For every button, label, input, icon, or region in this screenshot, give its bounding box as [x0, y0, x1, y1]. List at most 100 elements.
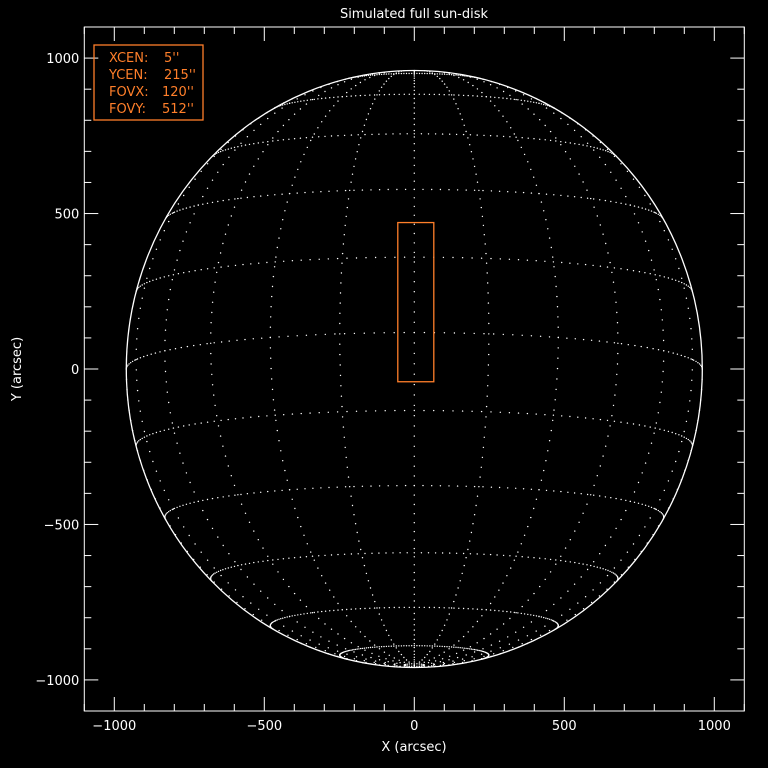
- longitude-line-dot: [538, 489, 540, 491]
- longitude-line-dot: [257, 158, 259, 160]
- longitude-line-dot: [553, 266, 555, 268]
- latitude-line-dot: [278, 618, 280, 620]
- longitude-line-dot: [462, 635, 465, 638]
- latitude-line-dot: [393, 645, 395, 647]
- latitude-line-dot: [222, 150, 224, 152]
- longitude-line-dot: [487, 385, 489, 387]
- longitude-line-dot: [517, 639, 520, 641]
- longitude-line-dot: [423, 661, 425, 663]
- latitude-line-dot: [361, 485, 364, 487]
- latitude-line-dot: [489, 553, 492, 556]
- longitude-line-dot: [413, 242, 415, 244]
- longitude-line-dot: [388, 77, 390, 80]
- longitude-line-dot: [333, 596, 335, 598]
- longitude-line-dot: [345, 456, 347, 459]
- chart-title: Simulated full sun-disk: [340, 7, 489, 22]
- longitude-line-dot: [311, 612, 314, 614]
- longitude-line-dot: [487, 364, 490, 366]
- latitude-line-dot: [274, 490, 276, 492]
- latitude-line-dot: [675, 433, 677, 435]
- longitude-line-dot: [413, 394, 415, 396]
- longitude-line-dot: [260, 123, 262, 126]
- latitude-line-dot: [648, 209, 650, 211]
- latitude-line-dot: [586, 145, 588, 147]
- latitude-line-dot: [655, 212, 657, 214]
- latitude-line-dot: [169, 349, 171, 351]
- longitude-line-dot: [416, 665, 418, 667]
- latitude-line-dot: [164, 514, 167, 516]
- latitude-line-dot: [599, 148, 601, 150]
- latitude-line-dot: [282, 104, 284, 106]
- longitude-line-dot: [350, 78, 353, 81]
- latitude-line-dot: [328, 486, 330, 489]
- latitude-line-dot: [564, 560, 567, 562]
- latitude-line-dot: [139, 285, 141, 287]
- longitude-line-dot: [341, 252, 344, 255]
- latitude-line-dot: [337, 96, 339, 98]
- latitude-line-dot: [539, 138, 541, 140]
- latitude-line-dot: [350, 608, 352, 610]
- longitude-line-dot: [496, 628, 498, 630]
- longitude-line-dot: [351, 173, 354, 175]
- longitude-line-dot: [429, 650, 431, 653]
- latitude-line-dot: [183, 272, 185, 274]
- latitude-line-dot: [480, 410, 483, 413]
- latitude-line-dot: [250, 416, 252, 418]
- latitude-line-dot: [577, 263, 579, 265]
- latitude-line-dot: [168, 428, 170, 430]
- latitude-line-dot: [385, 552, 387, 554]
- latitude-line-dot: [482, 189, 484, 192]
- latitude-line-dot: [327, 258, 329, 260]
- longitude-line-dot: [339, 364, 341, 366]
- longitude-line-dot: [356, 531, 358, 534]
- latitude-line-dot: [283, 260, 285, 262]
- longitude-line-dot: [463, 124, 465, 127]
- latitude-line-dot: [443, 645, 446, 648]
- latitude-line-dot: [345, 650, 347, 652]
- longitude-line-dot: [413, 232, 415, 235]
- latitude-line-dot: [343, 553, 346, 555]
- longitude-line-dot: [399, 662, 401, 664]
- latitude-line-dot: [327, 411, 329, 413]
- longitude-line-dot: [413, 102, 415, 104]
- longitude-line-dot: [164, 350, 166, 352]
- latitude-line-dot: [498, 97, 500, 99]
- latitude-line-dot: [463, 647, 465, 649]
- longitude-line-dot: [183, 194, 185, 197]
- longitude-line-dot: [605, 242, 607, 245]
- longitude-line-dot: [557, 357, 559, 359]
- legend-value-fovy: 512'': [162, 102, 194, 117]
- latitude-line-dot: [493, 333, 495, 335]
- longitude-line-dot: [330, 87, 333, 89]
- latitude-line-dot: [510, 98, 512, 100]
- longitude-line-dot: [443, 662, 446, 665]
- longitude-line-dot: [408, 661, 410, 663]
- longitude-line-dot: [502, 115, 504, 117]
- longitude-line-dot: [168, 298, 170, 301]
- latitude-line-dot: [453, 607, 455, 609]
- longitude-line-dot: [439, 661, 442, 663]
- longitude-line-dot: [346, 91, 348, 94]
- longitude-line-dot: [606, 148, 609, 151]
- longitude-line-dot: [413, 445, 415, 447]
- longitude-line-dot: [369, 108, 372, 110]
- latitude-line-dot: [604, 199, 607, 202]
- latitude-line-dot: [574, 338, 576, 340]
- latitude-line-dot: [463, 332, 465, 334]
- latitude-line-dot: [364, 133, 366, 136]
- latitude-line-dot: [561, 415, 563, 417]
- longitude-line-dot: [378, 659, 381, 661]
- longitude-line-dot: [644, 194, 646, 197]
- longitude-line-dot: [650, 442, 653, 444]
- longitude-line-dot: [648, 452, 650, 454]
- latitude-line-dot: [159, 430, 161, 433]
- latitude-line-dot: [633, 501, 636, 503]
- longitude-line-dot: [182, 240, 184, 242]
- longitude-line-dot: [616, 373, 618, 376]
- latitude-line-dot: [476, 95, 479, 97]
- latitude-line-dot: [260, 195, 262, 197]
- longitude-line-dot: [599, 553, 601, 555]
- longitude-line-dot: [545, 107, 548, 109]
- longitude-line-dot: [485, 96, 487, 98]
- longitude-line-dot: [233, 484, 236, 487]
